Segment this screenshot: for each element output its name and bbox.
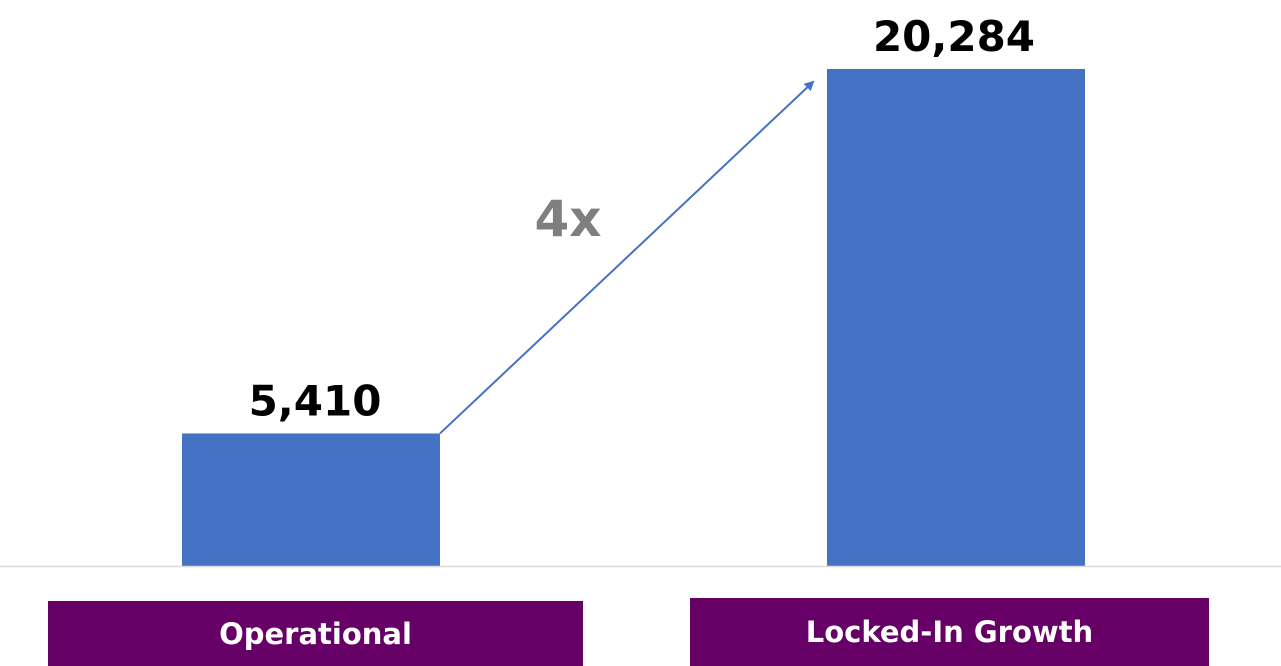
bar-locked-in-growth [827, 69, 1085, 566]
value-label-operational: 5,410 [249, 376, 382, 425]
category-label-operational: Operational [48, 601, 583, 666]
growth-arrow [439, 80, 815, 435]
bars-layer [182, 69, 1085, 566]
value-label-locked-in-growth: 20,284 [873, 12, 1035, 61]
growth-multiplier-label: 4x [534, 190, 601, 248]
category-label-locked-in-growth: Locked-In Growth [690, 598, 1209, 666]
bar-operational [182, 433, 440, 566]
